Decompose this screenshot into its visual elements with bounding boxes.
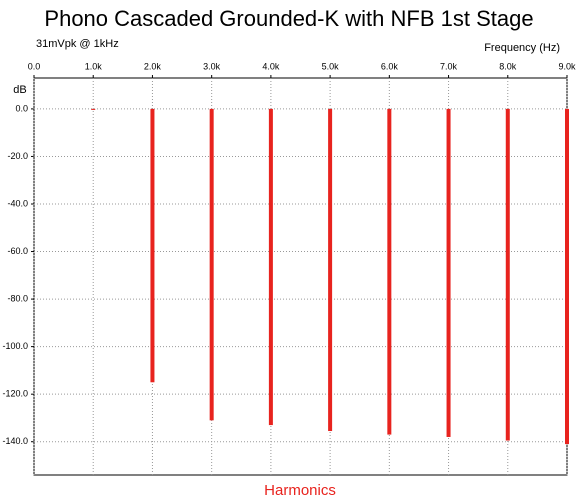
chart-title: Phono Cascaded Grounded-K with NFB 1st S… xyxy=(44,6,533,31)
y-tick-label: -120.0 xyxy=(2,389,28,399)
x-axis-label: Harmonics xyxy=(264,482,336,499)
stem xyxy=(268,108,273,426)
y-tick-label: -100.0 xyxy=(2,341,28,351)
x-tick-label: 6.0k xyxy=(381,61,399,71)
x-tick-label: 1.0k xyxy=(85,61,103,71)
stem xyxy=(565,108,569,445)
y-tick-label: -20.0 xyxy=(7,151,28,161)
x-unit-label: Frequency (Hz) xyxy=(484,42,560,54)
x-tick-label: 2.0k xyxy=(144,61,162,71)
x-tick-label: 0.0 xyxy=(28,61,41,71)
x-tick-label: 8.0k xyxy=(499,61,517,71)
stem xyxy=(387,108,392,435)
stem xyxy=(505,108,510,441)
x-tick-label: 5.0k xyxy=(322,61,340,71)
x-tick-label: 9.0k xyxy=(558,61,576,71)
stem xyxy=(91,108,96,110)
x-tick-label: 7.0k xyxy=(440,61,458,71)
y-axis-label: dB xyxy=(13,84,26,96)
chart-subtitle: 31mVpk @ 1kHz xyxy=(36,38,119,50)
x-tick-label: 3.0k xyxy=(203,61,221,71)
y-tick-label: -140.0 xyxy=(2,436,28,446)
y-tick-label: -80.0 xyxy=(7,293,28,303)
stem xyxy=(150,108,155,383)
stem xyxy=(209,108,214,421)
plot-frame xyxy=(33,77,568,476)
y-tick-label: -60.0 xyxy=(7,246,28,256)
y-tick-label: -40.0 xyxy=(7,198,28,208)
stem xyxy=(328,108,333,432)
x-tick-label: 4.0k xyxy=(262,61,280,71)
stem xyxy=(446,108,451,437)
y-tick-label: 0.0 xyxy=(15,103,28,113)
